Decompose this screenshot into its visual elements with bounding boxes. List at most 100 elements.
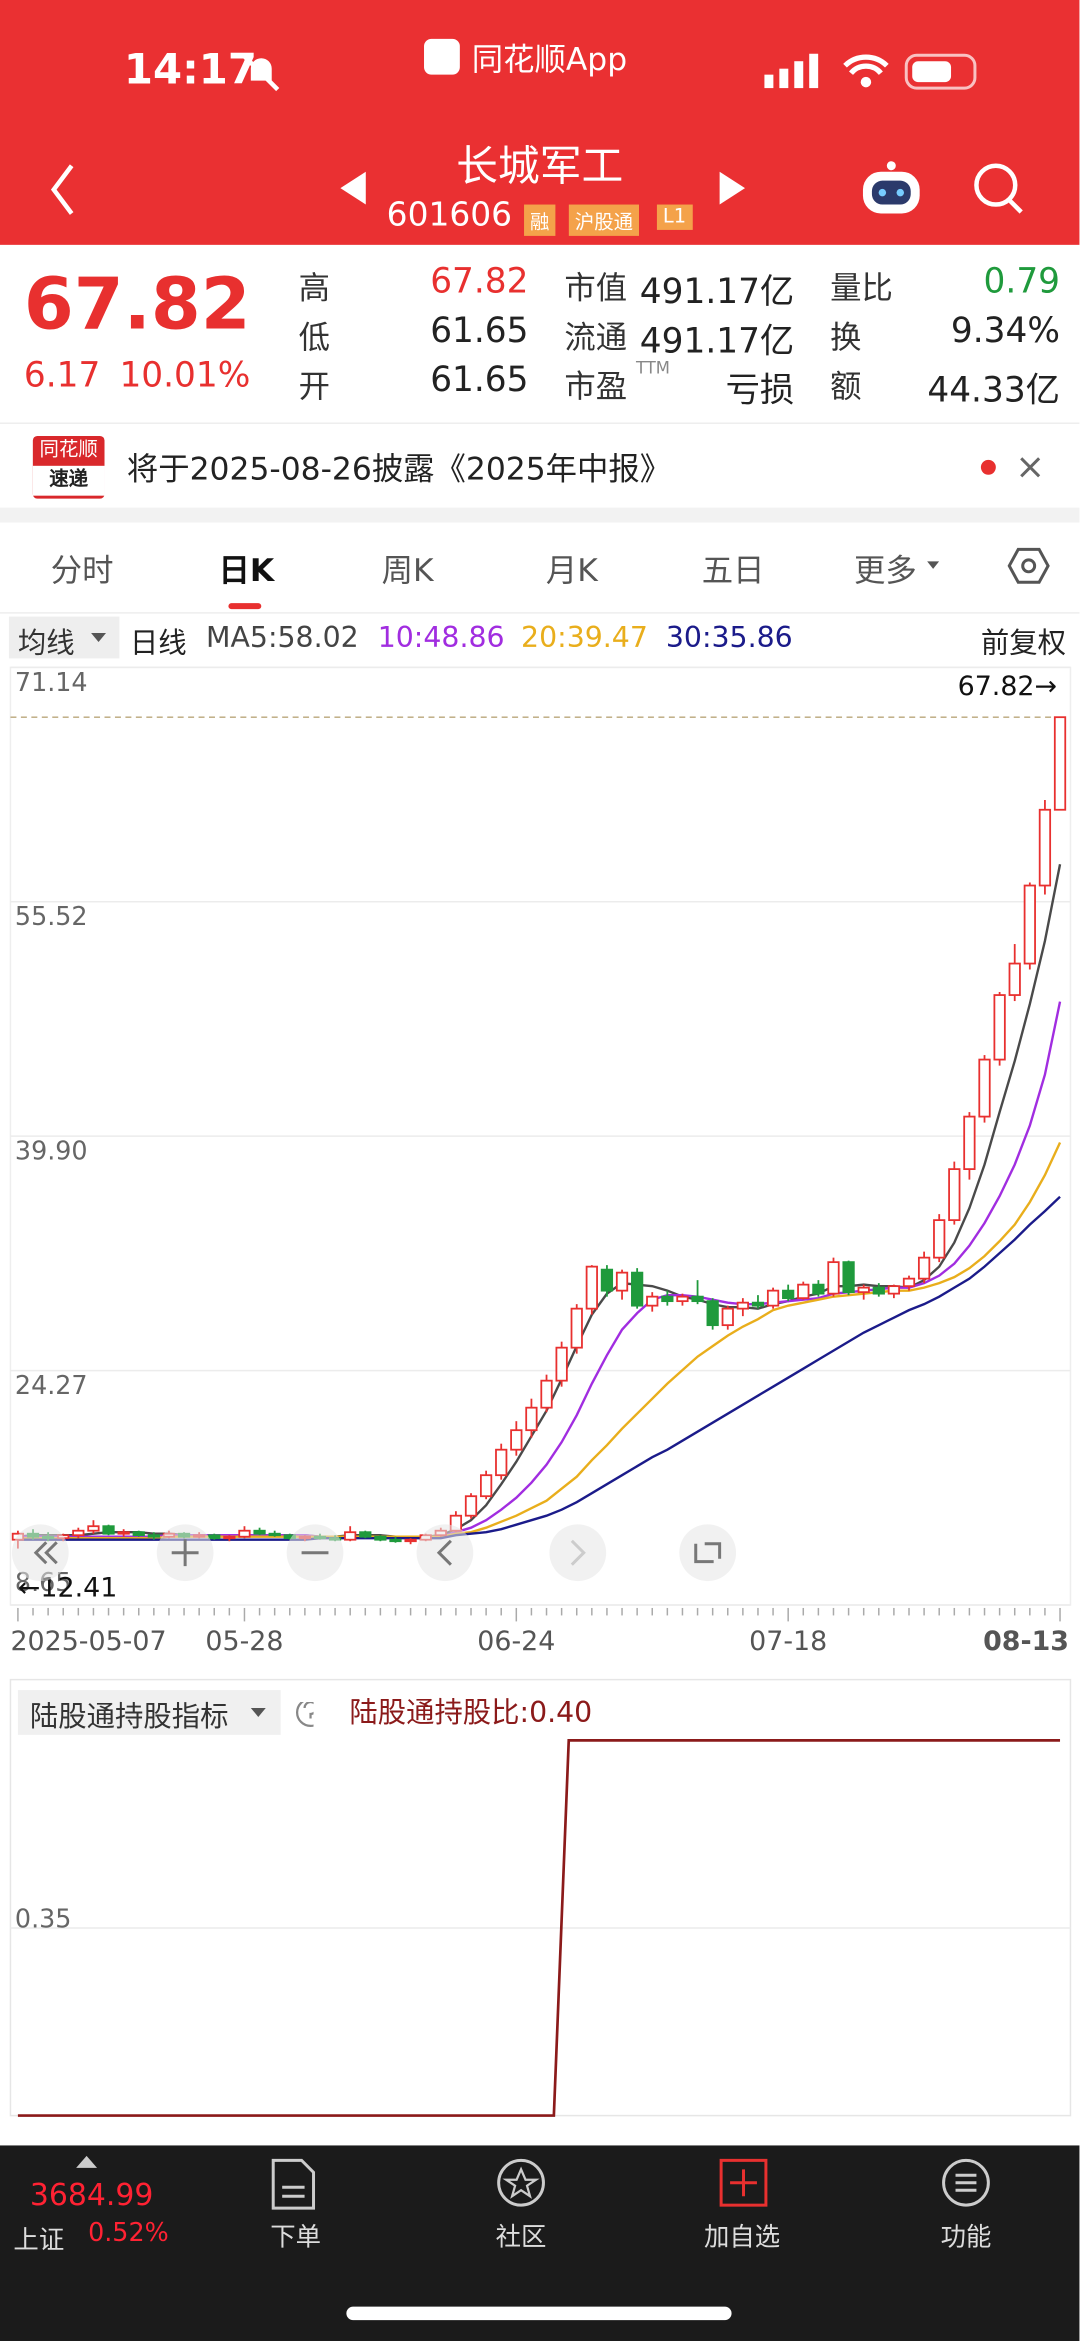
quote-label: 市盈: [564, 368, 628, 405]
x-tick-label: 08-13: [983, 1626, 1069, 1657]
candle-body: [933, 1219, 946, 1259]
chart-control[interactable]: [549, 1524, 607, 1582]
nav-icons: [50, 161, 1023, 215]
quote-label: 量比: [830, 270, 893, 307]
y-tick-label: 71.14: [15, 667, 88, 697]
candle-body: [902, 1277, 916, 1288]
tab[interactable]: 日K: [218, 552, 275, 589]
news-logo: 同花顺 速递: [32, 435, 105, 499]
chart-control-icon: [33, 1541, 58, 1565]
chart-control[interactable]: [679, 1524, 737, 1582]
legend-entry: 30:35.86: [666, 621, 793, 654]
candle-body: [661, 1295, 674, 1303]
logo-top: 同花顺: [39, 438, 98, 462]
candle-body: [570, 1307, 583, 1349]
candle-body: [1053, 716, 1067, 811]
quote-value: 491.17亿: [639, 322, 795, 362]
prev-stock[interactable]: [340, 171, 366, 205]
candle-body: [797, 1283, 810, 1300]
back[interactable]: [50, 164, 74, 215]
legend-entry: 20:39.47: [521, 621, 648, 654]
bottom-item[interactable]: 社区: [495, 2223, 547, 2253]
chart-control-icon: [171, 1539, 199, 1567]
candle-body: [691, 1295, 704, 1303]
tab[interactable]: 分时: [50, 552, 114, 589]
adjust[interactable]: 前复权: [980, 627, 1067, 660]
candle-body: [359, 1531, 372, 1538]
indicator-selector[interactable]: [17, 1690, 281, 1735]
home-indicator: [346, 2306, 732, 2321]
tab-icons: [927, 547, 1050, 584]
candle-body: [479, 1474, 493, 1498]
chart-control[interactable]: [416, 1524, 474, 1582]
ttm: TTM: [636, 358, 670, 378]
candle-body: [525, 1406, 538, 1432]
candle-body: [117, 1531, 130, 1535]
candle-body: [872, 1286, 885, 1295]
candle-body: [827, 1261, 840, 1295]
candle-body: [540, 1379, 553, 1409]
indicator-icons: [250, 1702, 314, 1728]
index-value[interactable]: 3684.99: [29, 2176, 154, 2213]
caret: [91, 633, 107, 642]
tab-indicator: [228, 603, 262, 610]
quote-value: 491.17亿: [639, 273, 795, 313]
tab[interactable]: 周K: [381, 552, 434, 589]
x-tick-label: 07-18: [749, 1626, 827, 1657]
chart-control[interactable]: [11, 1524, 69, 1582]
quote-value: 9.34%: [950, 312, 1061, 351]
up-arrow: [76, 2155, 98, 2168]
tab[interactable]: 五日: [701, 552, 765, 589]
clock: 14:17: [123, 44, 258, 95]
tab[interactable]: 月K: [545, 552, 598, 589]
quote-label: 高: [298, 270, 330, 307]
quote-value: 61.65: [430, 312, 529, 351]
bottom-item[interactable]: 下单: [270, 2223, 321, 2253]
change-pct: 10.01%: [119, 356, 251, 396]
candle-body: [842, 1261, 855, 1294]
candle-body: [736, 1301, 749, 1310]
legend-entry: MA5:58.02: [206, 621, 359, 654]
candle-body: [782, 1289, 795, 1300]
candle-body: [600, 1268, 614, 1292]
candle-body: [132, 1531, 145, 1537]
candle-body: [585, 1265, 598, 1310]
candle-body: [721, 1307, 734, 1327]
candle-body: [1038, 808, 1052, 887]
chart-control-icon: [694, 1542, 722, 1564]
candle-body: [1023, 884, 1036, 965]
bottom-item[interactable]: 加自选: [703, 2223, 781, 2253]
candle-body: [389, 1538, 402, 1543]
ma-line: [17, 863, 1062, 1540]
candle-body: [253, 1529, 266, 1535]
y-tick-label: 24.27: [15, 1370, 88, 1400]
stock-name: 长城军工: [456, 141, 624, 192]
tab[interactable]: 更多: [853, 552, 917, 589]
candle-body: [948, 1168, 961, 1222]
chart-control-icon: [570, 1539, 586, 1566]
gap: [0, 507, 1080, 523]
x-tick-label: 05-28: [205, 1626, 283, 1657]
quote-label: 市值: [564, 270, 628, 307]
candle-body: [464, 1495, 478, 1517]
news-text[interactable]: 将于2025-08-26披露《2025年中报》: [126, 450, 672, 487]
candle-body: [887, 1285, 901, 1295]
candle-body: [147, 1534, 160, 1538]
candle-body: [917, 1256, 931, 1280]
app-name: 同花顺App: [471, 41, 628, 78]
x-tick-label: 06-24: [477, 1626, 555, 1657]
next-stock[interactable]: [719, 171, 746, 205]
ma-selector-label: 均线: [17, 627, 75, 660]
mute-icon: [243, 55, 280, 92]
bottom-item[interactable]: 功能: [940, 2223, 992, 2253]
quote-label: 额: [830, 368, 862, 405]
logo-bottom: 速递: [32, 465, 105, 496]
y-tick-label: 39.90: [15, 1136, 88, 1166]
search[interactable]: [974, 163, 1018, 207]
candle-body: [963, 1115, 976, 1171]
ma-line: [17, 1195, 1061, 1541]
candle-body: [1008, 962, 1021, 996]
period: 日线: [129, 627, 187, 660]
